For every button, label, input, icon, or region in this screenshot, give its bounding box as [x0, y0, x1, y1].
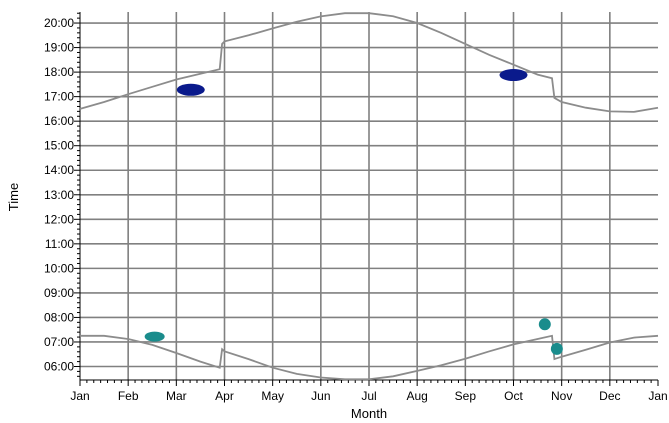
y-tick-label: 18:00: [44, 65, 74, 79]
y-axis-title: Time: [6, 183, 21, 211]
curve-line: [79, 12, 659, 113]
grid: [80, 12, 658, 380]
tick-labels: 06:00 07:00 08:00 09:00 10:00 11:00 12:00 13:00…: [44, 16, 668, 403]
y-tick-label: 12:00: [44, 212, 74, 226]
y-tick-label: 07:00: [44, 335, 74, 349]
y-tick-label: 15:00: [44, 139, 74, 153]
y-tick-label: 06:00: [44, 360, 74, 374]
data-marker: [550, 342, 563, 355]
data-marker: [144, 331, 165, 342]
x-tick-label: Jun: [311, 389, 330, 403]
axes: [74, 12, 659, 386]
y-tick-label: 16:00: [44, 114, 74, 128]
y-tick-label: 13:00: [44, 188, 74, 202]
curve-line: [80, 334, 659, 381]
x-tick-label: Mar: [166, 389, 187, 403]
data-marker: [538, 318, 551, 331]
x-tick-label: Dec: [599, 389, 620, 403]
y-tick-label: 08:00: [44, 310, 74, 324]
data-marker: [499, 69, 528, 82]
x-tick-label: Sep: [455, 389, 477, 403]
x-tick-label: Nov: [551, 389, 572, 403]
x-axis-title: Month: [351, 406, 387, 421]
y-tick-label: 19:00: [44, 41, 74, 55]
y-tick-label: 14:00: [44, 163, 74, 177]
x-tick-label: Feb: [118, 389, 139, 403]
y-tick-label: 17:00: [44, 90, 74, 104]
x-tick-label: May: [261, 389, 284, 403]
x-tick-label: Aug: [406, 389, 427, 403]
y-tick-label: 10:00: [44, 261, 74, 275]
x-tick-label: Oct: [504, 389, 523, 403]
series: [79, 12, 659, 381]
x-tick-label: Jan: [70, 389, 89, 403]
y-tick-label: 20:00: [44, 16, 74, 30]
x-tick-label: Jan: [648, 389, 667, 403]
data-marker: [176, 83, 205, 96]
x-tick-label: Apr: [215, 389, 234, 403]
y-tick-label: 09:00: [44, 286, 74, 300]
x-tick-label: Jul: [361, 389, 376, 403]
y-tick-label: 11:00: [45, 237, 74, 251]
